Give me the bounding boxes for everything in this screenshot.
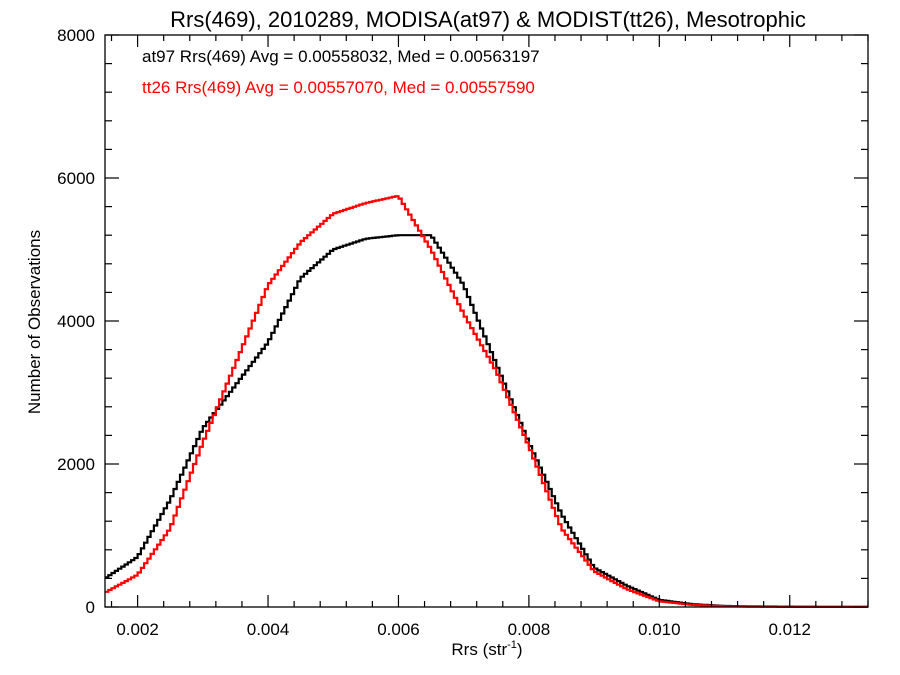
series-line-tt26: [105, 195, 868, 608]
x-tick-label: 0.004: [247, 620, 290, 639]
x-tick-label: 0.002: [116, 620, 159, 639]
y-tick-label: 6000: [57, 169, 95, 188]
y-tick-label: 0: [86, 598, 95, 617]
y-tick-label: 8000: [57, 26, 95, 45]
y-tick-label: 2000: [57, 455, 95, 474]
x-tick-label: 0.012: [768, 620, 811, 639]
axis-ticks: 0.002 0.004 0.006 0.008 0.010 0.012 0 2000 4000 6…: [57, 26, 869, 639]
x-tick-label: 0.008: [508, 620, 551, 639]
x-axis-label: Rrs (str-1): [451, 639, 522, 659]
series-line-at97: [105, 234, 868, 608]
legend: at97 Rrs(469) Avg = 0.00558032, Med = 0.…: [142, 47, 540, 97]
y-axis-label: Number of Observations: [25, 230, 44, 414]
legend-tt26: tt26 Rrs(469) Avg = 0.00557070, Med = 0.…: [142, 78, 535, 97]
x-tick-label: 0.006: [377, 620, 420, 639]
legend-at97: at97 Rrs(469) Avg = 0.00558032, Med = 0.…: [142, 47, 540, 66]
chart-title: Rrs(469), 2010289, MODISA(at97) & MODIST…: [170, 7, 806, 32]
plot-frame: [104, 34, 869, 608]
x-tick-label: 0.010: [638, 620, 681, 639]
y-tick-label: 4000: [57, 312, 95, 331]
series-layer: [105, 195, 868, 608]
